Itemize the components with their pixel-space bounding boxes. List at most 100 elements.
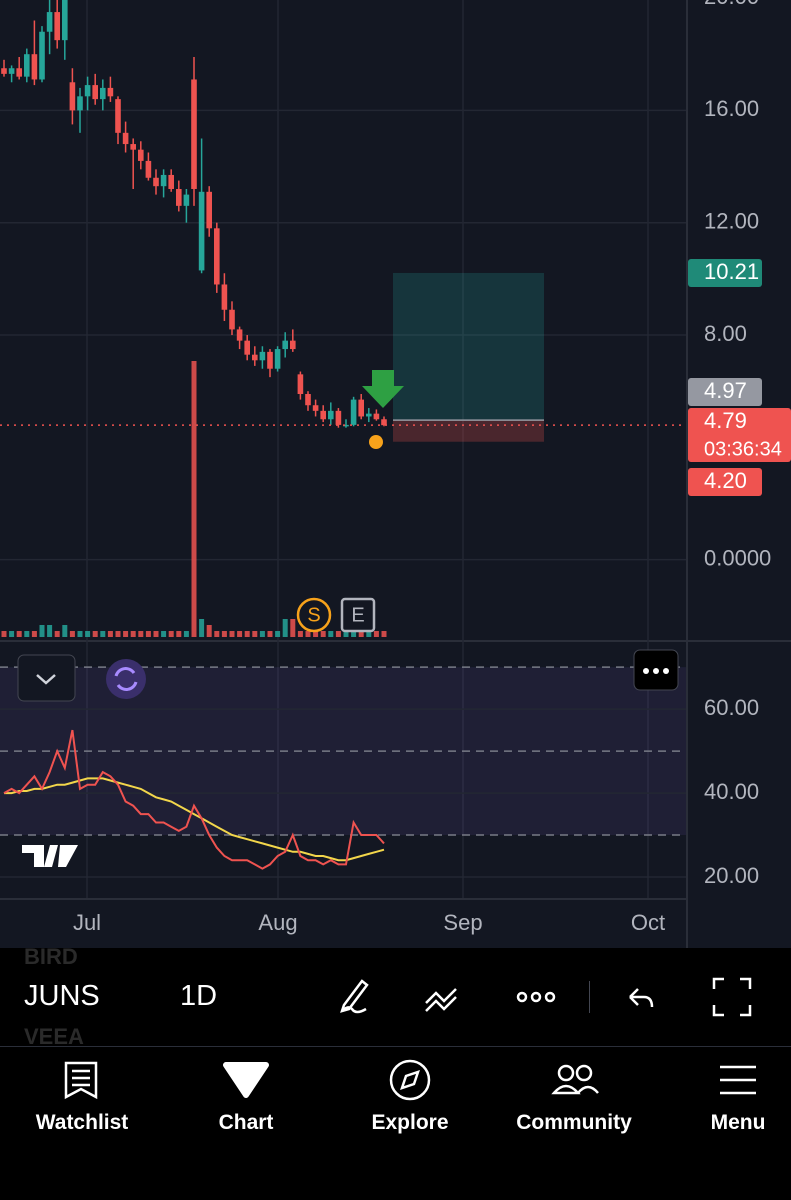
rsi-line xyxy=(3,729,385,870)
collapse-button[interactable] xyxy=(17,654,76,702)
chevron-icon xyxy=(36,674,56,685)
tab-label[interactable]: Watchlist xyxy=(35,1111,129,1134)
candle-body xyxy=(350,399,357,425)
volume-bar xyxy=(221,631,227,637)
rsi-ma-line xyxy=(4,777,385,862)
candle-body xyxy=(84,85,91,97)
time-axis-separator xyxy=(0,898,686,900)
volume-bar xyxy=(176,631,182,637)
volume-bar xyxy=(183,631,189,637)
rsi-tick-label: 60.00 xyxy=(704,695,759,720)
loss-zone xyxy=(393,420,544,442)
divider xyxy=(589,981,590,1013)
signal-arrow xyxy=(362,370,404,408)
candle-body xyxy=(176,188,182,206)
volume-bar xyxy=(259,631,265,637)
price-label: 4.97 xyxy=(704,378,747,403)
draw-icon[interactable] xyxy=(340,979,369,1014)
volume-bar xyxy=(290,619,296,637)
menu-icon[interactable] xyxy=(720,1065,756,1095)
next-symbol[interactable]: VEEA xyxy=(24,1024,84,1049)
candle-body xyxy=(214,228,220,285)
volume-bar xyxy=(24,631,30,637)
candle-body xyxy=(328,410,334,420)
volume-bar xyxy=(47,625,53,637)
price-label: 4.20 xyxy=(704,468,747,493)
candle-body xyxy=(130,144,136,150)
volume-bar xyxy=(229,631,235,637)
y-tick-label: 16.00 xyxy=(704,96,759,121)
candle-body xyxy=(381,419,387,426)
volume-bar xyxy=(39,625,45,637)
candle-body xyxy=(168,174,174,189)
symbol[interactable]: JUNS xyxy=(24,980,100,1012)
x-tick-label: Jul xyxy=(73,910,101,935)
tab-label[interactable]: Explore xyxy=(371,1111,449,1134)
volume-bar xyxy=(123,631,129,637)
volume-bar xyxy=(328,631,334,637)
tradingview-logo xyxy=(22,845,78,867)
tab-label[interactable]: Menu xyxy=(710,1111,766,1134)
volume-bar xyxy=(244,631,250,637)
candle-body xyxy=(122,132,129,145)
undo-icon[interactable] xyxy=(629,988,654,1008)
volume-bar xyxy=(85,631,91,637)
candle-body xyxy=(16,68,22,77)
candle-body xyxy=(115,99,121,133)
volume-bar xyxy=(282,619,288,637)
volume-bar xyxy=(92,631,98,637)
volume-bar xyxy=(77,631,83,637)
candle-body xyxy=(8,68,15,74)
candle-body xyxy=(92,85,98,100)
event-label: E xyxy=(351,604,364,626)
volume-bar xyxy=(62,625,68,637)
more-icon xyxy=(643,668,669,674)
explore-icon[interactable] xyxy=(389,1059,431,1101)
volume-bar xyxy=(297,631,303,637)
event-badge xyxy=(296,597,332,633)
candle-body xyxy=(31,54,38,80)
candle-body xyxy=(46,12,53,32)
price-label: 4.79 xyxy=(704,408,747,433)
candle-body xyxy=(335,410,342,425)
volume-bar xyxy=(145,631,151,637)
candle-body xyxy=(1,68,7,74)
volume-bar xyxy=(153,631,159,637)
candle-body xyxy=(229,309,235,330)
candle-body xyxy=(366,413,372,417)
watchlist-icon[interactable] xyxy=(64,1061,98,1100)
previous-symbol[interactable]: BIRD xyxy=(24,944,78,969)
volume-bar xyxy=(31,631,37,637)
fullscreen-icon[interactable] xyxy=(712,977,752,1017)
toolbar-icons xyxy=(340,977,752,1017)
candle-body xyxy=(343,424,349,427)
tab-label[interactable]: Community xyxy=(516,1111,632,1134)
volume-bar xyxy=(358,631,364,637)
candle-body xyxy=(252,354,258,361)
axes: 20.00 16.00 12.00 8.00 0.0000 Jul Aug Sep Oct S E 1… xyxy=(73,0,791,935)
volume-bar xyxy=(343,631,349,637)
community-icon[interactable] xyxy=(551,1064,599,1095)
candle-body xyxy=(236,329,243,341)
tab-label[interactable]: Chart xyxy=(218,1111,274,1134)
volume-bar xyxy=(214,631,220,637)
chart-icon[interactable] xyxy=(223,1062,269,1098)
rsi-tick-label: 40.00 xyxy=(704,779,759,804)
candle-body xyxy=(62,0,68,41)
chart-background xyxy=(0,0,791,948)
event-badge xyxy=(340,597,376,633)
volume-bar xyxy=(320,631,326,637)
interval[interactable]: 1D xyxy=(180,980,218,1012)
volume-bar xyxy=(366,631,372,637)
volume-bar xyxy=(313,631,319,637)
trend-icon[interactable] xyxy=(425,988,457,1012)
candle-body xyxy=(312,405,319,411)
volume-bar xyxy=(206,625,212,637)
more-tools-icon[interactable] xyxy=(516,991,556,1003)
sync-button[interactable] xyxy=(106,659,146,699)
candle-body xyxy=(191,79,197,189)
candle-body xyxy=(267,351,273,369)
candle-body xyxy=(373,413,380,420)
volume-bar xyxy=(9,631,15,637)
